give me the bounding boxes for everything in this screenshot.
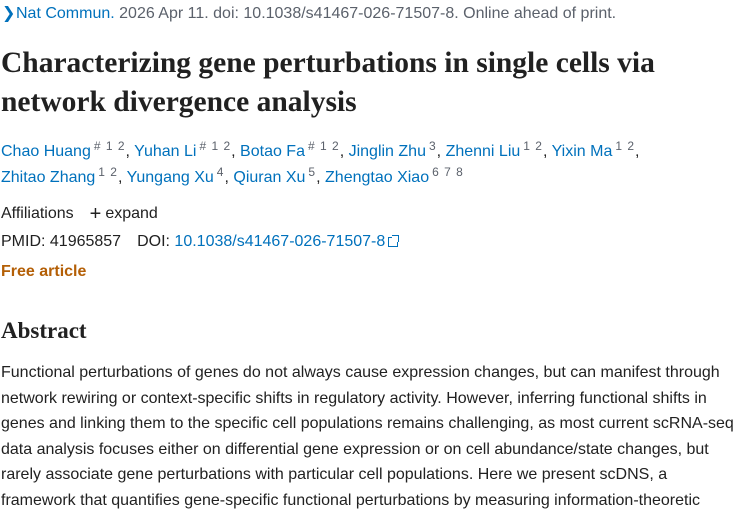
author-item: Zhengtao Xiao 6 7 8 [325, 166, 464, 186]
journal-link[interactable]: Nat Commun. [16, 5, 115, 22]
abstract-text: Functional perturbations of genes do not… [1, 364, 734, 509]
author-item: Chao Huang # 1 2, [1, 139, 130, 160]
author-link[interactable]: Yuhan Li [134, 143, 197, 160]
author-link[interactable]: Chao Huang [1, 143, 91, 160]
author-link[interactable]: Zhenni Liu [445, 143, 521, 160]
author-link[interactable]: Botao Fa [240, 143, 305, 160]
author-item: Yungang Xu 4, [126, 165, 229, 186]
author-item: Zhenni Liu 1 2, [445, 139, 548, 160]
author-affiliation-refs[interactable]: # 1 2 [93, 139, 126, 153]
author-link[interactable]: Zhitao Zhang [1, 169, 96, 186]
author-item: Yuhan Li # 1 2, [134, 139, 236, 160]
author-link[interactable]: Zhengtao Xiao [325, 169, 430, 186]
abstract-heading: Abstract [1, 318, 87, 343]
chevron-right-icon[interactable]: ❯ [2, 5, 16, 22]
author-item: Zhitao Zhang 1 2, [1, 165, 123, 186]
author-item: Yixin Ma 1 2, [551, 139, 640, 160]
author-affiliation-refs[interactable]: 5 [308, 165, 317, 179]
citation-line: ❯Nat Commun. 2026 Apr 11. doi: 10.1038/s… [2, 3, 616, 23]
plus-icon[interactable]: + [89, 203, 102, 225]
doi-label: DOI: [137, 233, 170, 250]
author-affiliation-refs[interactable]: 1 2 [523, 139, 543, 153]
author-link[interactable]: Jinglin Zhu [348, 143, 426, 160]
author-affiliation-refs[interactable]: 3 [428, 139, 437, 153]
affiliations-row: Affiliations + expand [1, 203, 158, 225]
affiliations-label: Affiliations [1, 205, 74, 222]
author-affiliation-refs[interactable]: 4 [216, 165, 225, 179]
article-title: Characterizing gene perturbations in sin… [1, 47, 655, 118]
author-affiliation-refs[interactable]: 6 7 8 [432, 165, 464, 179]
author-list: Chao Huang # 1 2, Yuhan Li # 1 2, Botao Fa… [1, 139, 749, 191]
external-link-icon[interactable] [388, 235, 400, 247]
author-affiliation-refs[interactable]: 1 2 [98, 165, 118, 179]
free-article-badge: Free article [1, 263, 87, 280]
author-affiliation-refs[interactable]: # 1 2 [199, 139, 232, 153]
author-affiliation-refs[interactable]: 1 2 [615, 139, 636, 153]
author-link[interactable]: Qiuran Xu [233, 169, 306, 186]
author-link[interactable]: Yungang Xu [126, 169, 214, 186]
author-item: Jinglin Zhu 3, [348, 139, 442, 160]
doi-link[interactable]: 10.1038/s41467-026-71507-8 [174, 233, 386, 250]
author-item: Qiuran Xu 5, [233, 165, 321, 186]
pmid: PMID: 41965857 [1, 233, 122, 250]
author-affiliation-refs[interactable]: # 1 2 [307, 139, 340, 153]
identifiers-row: PMID: 41965857 DOI: 10.1038/s41467-026-71… [1, 233, 400, 251]
author-link[interactable]: Yixin Ma [551, 143, 613, 160]
author-item: Botao Fa # 1 2, [240, 139, 345, 160]
expand-button[interactable]: expand [105, 205, 158, 222]
citation-details: 2026 Apr 11. doi: 10.1038/s41467-026-715… [114, 5, 617, 22]
